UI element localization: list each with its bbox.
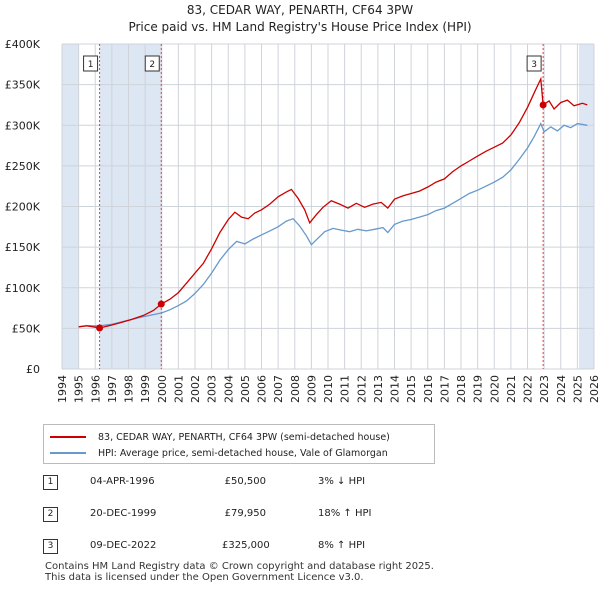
x-tick-label: 2017 bbox=[438, 375, 451, 403]
x-tick-label: 2002 bbox=[189, 375, 202, 403]
x-tick-label: 1997 bbox=[106, 375, 119, 403]
x-tick-label: 2026 bbox=[588, 375, 600, 403]
chart-subtitle: Price paid vs. HM Land Registry's House … bbox=[128, 20, 472, 34]
y-tick-label: £150K bbox=[5, 241, 41, 254]
x-tick-label: 1999 bbox=[139, 375, 152, 403]
sale-price: £325,000 bbox=[222, 540, 270, 551]
sale-price: £79,950 bbox=[224, 508, 266, 519]
x-tick-label: 2012 bbox=[355, 375, 368, 403]
x-tick-label: 2022 bbox=[522, 375, 535, 403]
x-tick-label: 1995 bbox=[73, 375, 86, 403]
x-tick-label: 2010 bbox=[322, 375, 335, 403]
legend-item-hpi: HPI: Average price, semi-detached house,… bbox=[50, 446, 388, 460]
x-tick-label: 2021 bbox=[505, 375, 518, 403]
sale-2-label-box bbox=[144, 55, 160, 72]
property-series-line bbox=[78, 76, 588, 329]
legend-label-property: 83, CEDAR WAY, PENARTH, CF64 3PW (semi-d… bbox=[98, 431, 390, 443]
sale-hpi-diff: 3% ↓ HPI bbox=[318, 476, 366, 487]
y-tick-label: £0 bbox=[26, 363, 40, 376]
x-tick-label: 2025 bbox=[571, 375, 584, 403]
x-tick-label: 2003 bbox=[206, 375, 219, 403]
legend-item-property: 83, CEDAR WAY, PENARTH, CF64 3PW (semi-d… bbox=[50, 430, 390, 444]
x-tick-label: 2001 bbox=[172, 375, 185, 403]
y-tick-label: £100K bbox=[5, 282, 41, 295]
x-tick-label: 2023 bbox=[538, 375, 551, 403]
x-tick-label: 2004 bbox=[222, 375, 235, 403]
legend-label-hpi: HPI: Average price, semi-detached house,… bbox=[98, 447, 388, 459]
sale-3-point bbox=[539, 101, 547, 109]
hpi-series-line bbox=[78, 122, 588, 328]
y-tick-label: £400K bbox=[5, 38, 41, 51]
x-tick-label: 2000 bbox=[156, 375, 169, 403]
sale-row-2: 2 20-DEC-1999 £79,950 18% ↑ HPI bbox=[0, 507, 600, 525]
footer-licence: This data is licensed under the Open Gov… bbox=[45, 572, 364, 583]
sale-date: 09-DEC-2022 bbox=[90, 540, 157, 551]
legend-swatch-property bbox=[50, 436, 86, 438]
x-tick-label: 2015 bbox=[405, 375, 418, 403]
x-tick-label: 2014 bbox=[389, 375, 402, 403]
x-tick-label: 2019 bbox=[472, 375, 485, 403]
sale-1-label: 1 bbox=[88, 60, 94, 70]
sale-date: 20-DEC-1999 bbox=[90, 508, 157, 519]
x-tick-label: 2016 bbox=[422, 375, 435, 403]
x-tick-label: 2024 bbox=[555, 375, 568, 403]
sale-number: 2 bbox=[43, 507, 58, 522]
sale-3-label: 3 bbox=[531, 60, 537, 70]
y-tick-label: £250K bbox=[5, 160, 41, 173]
sale-2-point bbox=[157, 300, 165, 308]
sale-date: 04-APR-1996 bbox=[90, 476, 155, 487]
sale-row-3: 3 09-DEC-2022 £325,000 8% ↑ HPI bbox=[0, 539, 600, 557]
sale-hpi-diff: 18% ↑ HPI bbox=[318, 508, 372, 519]
x-tick-label: 2005 bbox=[239, 375, 252, 403]
y-tick-label: £350K bbox=[5, 79, 41, 92]
x-tick-label: 1998 bbox=[123, 375, 136, 403]
sale-price: £50,500 bbox=[224, 476, 266, 487]
sale-3-label-box bbox=[526, 55, 542, 72]
footer-copyright: Contains HM Land Registry data © Crown c… bbox=[45, 561, 434, 572]
x-tick-label: 2020 bbox=[488, 375, 501, 403]
sale-hpi-diff: 8% ↑ HPI bbox=[318, 540, 366, 551]
x-tick-label: 2006 bbox=[256, 375, 269, 403]
x-tick-label: 2011 bbox=[339, 375, 352, 403]
x-tick-label: 2009 bbox=[305, 375, 318, 403]
chart-title: 83, CEDAR WAY, PENARTH, CF64 3PW bbox=[186, 3, 414, 17]
x-tick-label: 2018 bbox=[455, 375, 468, 403]
sale-1-point bbox=[96, 324, 104, 332]
sale-row-1: 1 04-APR-1996 £50,500 3% ↓ HPI bbox=[0, 475, 600, 493]
sale-1-label-box bbox=[83, 55, 99, 72]
legend-swatch-hpi bbox=[50, 452, 86, 454]
price-chart: 1 2 3 £0 £50K £100K £150K £200K £250K £300K £350K £… bbox=[5, 38, 600, 403]
y-tick-label: £300K bbox=[5, 119, 41, 132]
y-tick-label: £200K bbox=[5, 201, 41, 214]
chart-legend: 83, CEDAR WAY, PENARTH, CF64 3PW (semi-d… bbox=[43, 424, 435, 464]
sale-number: 3 bbox=[43, 539, 58, 554]
x-tick-label: 2007 bbox=[272, 375, 285, 403]
sale-number: 1 bbox=[43, 475, 58, 490]
sale-2-label: 2 bbox=[149, 60, 155, 70]
x-tick-label: 1996 bbox=[89, 375, 102, 403]
x-tick-label: 2013 bbox=[372, 375, 385, 403]
y-tick-label: £50K bbox=[12, 322, 41, 335]
x-tick-label: 2008 bbox=[289, 375, 302, 403]
x-tick-label: 1994 bbox=[56, 375, 69, 403]
